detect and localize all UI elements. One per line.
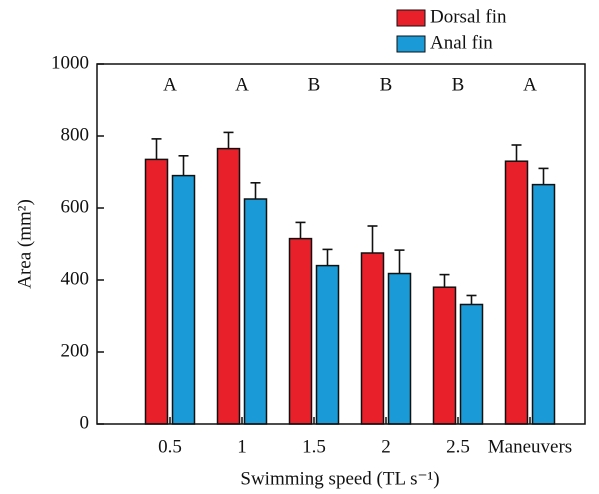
- bar: [504, 160, 529, 425]
- bar: [360, 252, 385, 425]
- bar: [171, 174, 196, 425]
- x-axis-label: Swimming speed (TL s⁻¹): [240, 468, 439, 489]
- bar: [315, 264, 340, 425]
- x-tick-label: 2.5: [446, 436, 470, 457]
- x-tick-label: 0.5: [158, 436, 182, 457]
- annotation: A: [235, 74, 249, 95]
- x-tick-label: 1.5: [302, 436, 326, 457]
- legend-label: Anal fin: [430, 32, 493, 53]
- bar: [288, 237, 313, 425]
- x-tick-label: Maneuvers: [488, 436, 572, 457]
- bar: [459, 303, 484, 425]
- bar: [216, 147, 241, 425]
- x-tick-label: 2: [381, 436, 391, 457]
- y-tick-label: 600: [61, 196, 90, 217]
- annotation: B: [308, 74, 321, 95]
- legend-swatch: [396, 35, 426, 53]
- bar: [432, 286, 457, 425]
- plot-frame: [96, 63, 586, 425]
- y-axis-label: Area (mm²): [14, 199, 35, 289]
- y-tick-label: 0: [80, 412, 90, 433]
- annotation: A: [523, 74, 537, 95]
- bar: [387, 272, 412, 425]
- annotation: B: [380, 74, 393, 95]
- bar: [243, 198, 268, 425]
- bar: [531, 183, 556, 425]
- legend-label: Dorsal fin: [430, 6, 507, 27]
- bar: [144, 158, 169, 425]
- y-tick-label: 400: [61, 268, 90, 289]
- annotation: A: [163, 74, 177, 95]
- x-tick-label: 1: [237, 436, 247, 457]
- annotation: B: [452, 74, 465, 95]
- y-tick-label: 1000: [51, 52, 89, 73]
- y-tick-label: 800: [61, 124, 90, 145]
- legend-swatch: [396, 9, 426, 27]
- y-tick-label: 200: [61, 340, 90, 361]
